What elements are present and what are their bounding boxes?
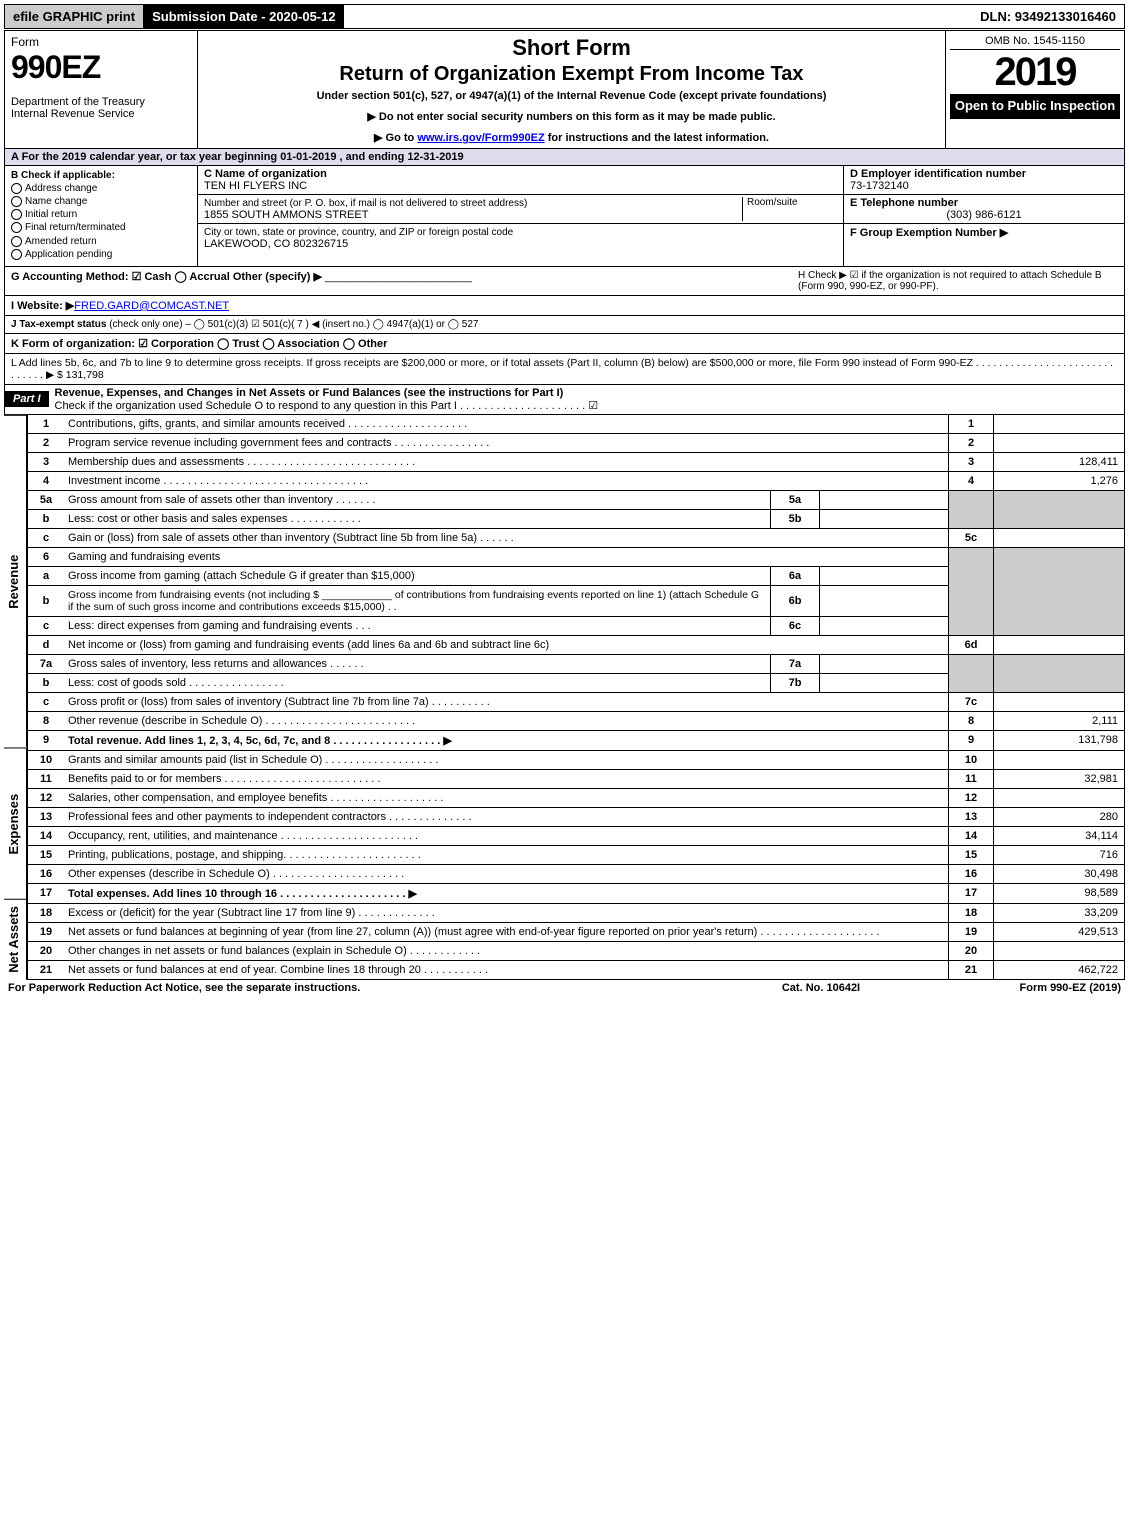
telephone: (303) 986-6121 <box>850 209 1118 221</box>
table-row: 11Benefits paid to or for members . . . … <box>28 769 1125 788</box>
table-row: 7aGross sales of inventory, less returns… <box>28 654 1125 673</box>
line-g: G Accounting Method: ☑ Cash ◯ Accrual Ot… <box>11 270 798 292</box>
side-label-expenses: Expenses <box>4 747 27 899</box>
ein: 73-1732140 <box>850 180 909 192</box>
table-row: 1Contributions, gifts, grants, and simil… <box>28 415 1125 434</box>
table-row: 2Program service revenue including gover… <box>28 433 1125 452</box>
omb-number: OMB No. 1545-1150 <box>950 33 1120 50</box>
footer-mid: Cat. No. 10642I <box>721 982 921 994</box>
room-suite-label: Room/suite <box>742 197 837 221</box>
side-label-net-assets: Net Assets <box>4 899 27 980</box>
part-1-body: Revenue Expenses Net Assets 1Contributio… <box>4 415 1125 980</box>
table-row: 5aGross amount from sale of assets other… <box>28 490 1125 509</box>
box-e-label: E Telephone number <box>850 197 958 209</box>
table-row: 12Salaries, other compensation, and empl… <box>28 788 1125 807</box>
check-name-change-label: Name change <box>25 196 87 207</box>
tax-year: 2019 <box>950 52 1120 92</box>
part-1-header: Part I Revenue, Expenses, and Changes in… <box>4 385 1125 415</box>
line-k: K Form of organization: ☑ Corporation ◯ … <box>4 334 1125 354</box>
street-address: 1855 SOUTH AMMONS STREET <box>204 209 368 221</box>
mid-rows: G Accounting Method: ☑ Cash ◯ Accrual Ot… <box>4 267 1125 385</box>
subtitle: Under section 501(c), 527, or 4947(a)(1)… <box>204 90 939 102</box>
title-return: Return of Organization Exempt From Incom… <box>204 63 939 86</box>
info-block: B Check if applicable: Address change Na… <box>4 166 1125 267</box>
check-address-change[interactable]: Address change <box>11 183 191 194</box>
table-row: 16Other expenses (describe in Schedule O… <box>28 864 1125 883</box>
check-final-return-label: Final return/terminated <box>25 223 126 234</box>
table-row: cGain or (loss) from sale of assets othe… <box>28 528 1125 547</box>
box-d-label: D Employer identification number <box>850 168 1026 180</box>
check-application-pending[interactable]: Application pending <box>11 249 191 260</box>
table-row: 9Total revenue. Add lines 1, 2, 3, 4, 5c… <box>28 730 1125 750</box>
irs-link[interactable]: www.irs.gov/Form990EZ <box>417 132 544 144</box>
dln-label: DLN: 93492133016460 <box>972 5 1124 28</box>
check-initial-return-label: Initial return <box>25 209 77 220</box>
line-l: L Add lines 5b, 6c, and 7b to line 9 to … <box>4 354 1125 385</box>
check-final-return[interactable]: Final return/terminated <box>11 222 191 233</box>
form-header: Form 990EZ Department of the Treasury In… <box>4 30 1125 149</box>
table-row: dNet income or (loss) from gaming and fu… <box>28 635 1125 654</box>
line-i: I Website: ▶FRED.GARD@COMCAST.NET <box>4 296 1125 316</box>
note-goto-pre: ▶ Go to <box>374 132 417 144</box>
lines-table: 1Contributions, gifts, grants, and simil… <box>27 415 1125 980</box>
check-name-change[interactable]: Name change <box>11 196 191 207</box>
check-amended-return[interactable]: Amended return <box>11 236 191 247</box>
title-short-form: Short Form <box>204 35 939 61</box>
table-row: 18Excess or (deficit) for the year (Subt… <box>28 903 1125 922</box>
org-name: TEN HI FLYERS INC <box>204 180 307 192</box>
part-1-title: Revenue, Expenses, and Changes in Net As… <box>55 387 564 399</box>
check-amended-return-label: Amended return <box>25 236 97 247</box>
table-row: 21Net assets or fund balances at end of … <box>28 960 1125 979</box>
note-ssn: ▶ Do not enter social security numbers o… <box>204 110 939 123</box>
note-goto: ▶ Go to www.irs.gov/Form990EZ for instru… <box>204 131 939 144</box>
table-row: 19Net assets or fund balances at beginni… <box>28 922 1125 941</box>
city-label: City or town, state or province, country… <box>204 227 513 238</box>
efile-print-button[interactable]: efile GRAPHIC print <box>5 5 144 28</box>
submission-date-button[interactable]: Submission Date - 2020-05-12 <box>144 5 345 28</box>
line-j: J Tax-exempt status J Tax-exempt status … <box>4 316 1125 334</box>
table-row: 10Grants and similar amounts paid (list … <box>28 750 1125 769</box>
part-1-label: Part I <box>5 391 49 407</box>
form-word: Form <box>11 35 191 49</box>
box-c-label: C Name of organization <box>204 168 327 180</box>
check-application-pending-label: Application pending <box>25 249 112 260</box>
page-footer: For Paperwork Reduction Act Notice, see … <box>4 980 1125 996</box>
table-row: 20Other changes in net assets or fund ba… <box>28 941 1125 960</box>
form-number: 990EZ <box>11 49 191 86</box>
check-initial-return[interactable]: Initial return <box>11 209 191 220</box>
table-row: 15Printing, publications, postage, and s… <box>28 845 1125 864</box>
table-row: 8Other revenue (describe in Schedule O) … <box>28 711 1125 730</box>
table-row: 13Professional fees and other payments t… <box>28 807 1125 826</box>
city-state-zip: LAKEWOOD, CO 802326715 <box>204 238 348 250</box>
table-row: 4Investment income . . . . . . . . . . .… <box>28 471 1125 490</box>
side-label-revenue: Revenue <box>4 415 27 747</box>
box-b-label: B Check if applicable: <box>11 170 191 181</box>
table-row: 6Gaming and fundraising events <box>28 547 1125 566</box>
website-link[interactable]: FRED.GARD@COMCAST.NET <box>74 300 229 312</box>
table-row: 14Occupancy, rent, utilities, and mainte… <box>28 826 1125 845</box>
addr-label: Number and street (or P. O. box, if mail… <box>204 198 527 209</box>
table-row: 17Total expenses. Add lines 10 through 1… <box>28 883 1125 903</box>
table-row: cGross profit or (loss) from sales of in… <box>28 692 1125 711</box>
box-f-label: F Group Exemption Number ▶ <box>850 227 1008 239</box>
table-row: 3Membership dues and assessments . . . .… <box>28 452 1125 471</box>
part-1-check-note: Check if the organization used Schedule … <box>55 400 599 412</box>
open-to-public: Open to Public Inspection <box>950 94 1120 119</box>
footer-left: For Paperwork Reduction Act Notice, see … <box>8 982 721 994</box>
line-a: A For the 2019 calendar year, or tax yea… <box>4 149 1125 166</box>
top-bar: efile GRAPHIC print Submission Date - 20… <box>4 4 1125 29</box>
dept-label: Department of the Treasury Internal Reve… <box>11 96 191 120</box>
line-h: H Check ▶ ☑ if the organization is not r… <box>798 270 1118 292</box>
footer-right: Form 990-EZ (2019) <box>921 982 1121 994</box>
check-address-change-label: Address change <box>25 183 97 194</box>
note-goto-post: for instructions and the latest informat… <box>545 132 769 144</box>
